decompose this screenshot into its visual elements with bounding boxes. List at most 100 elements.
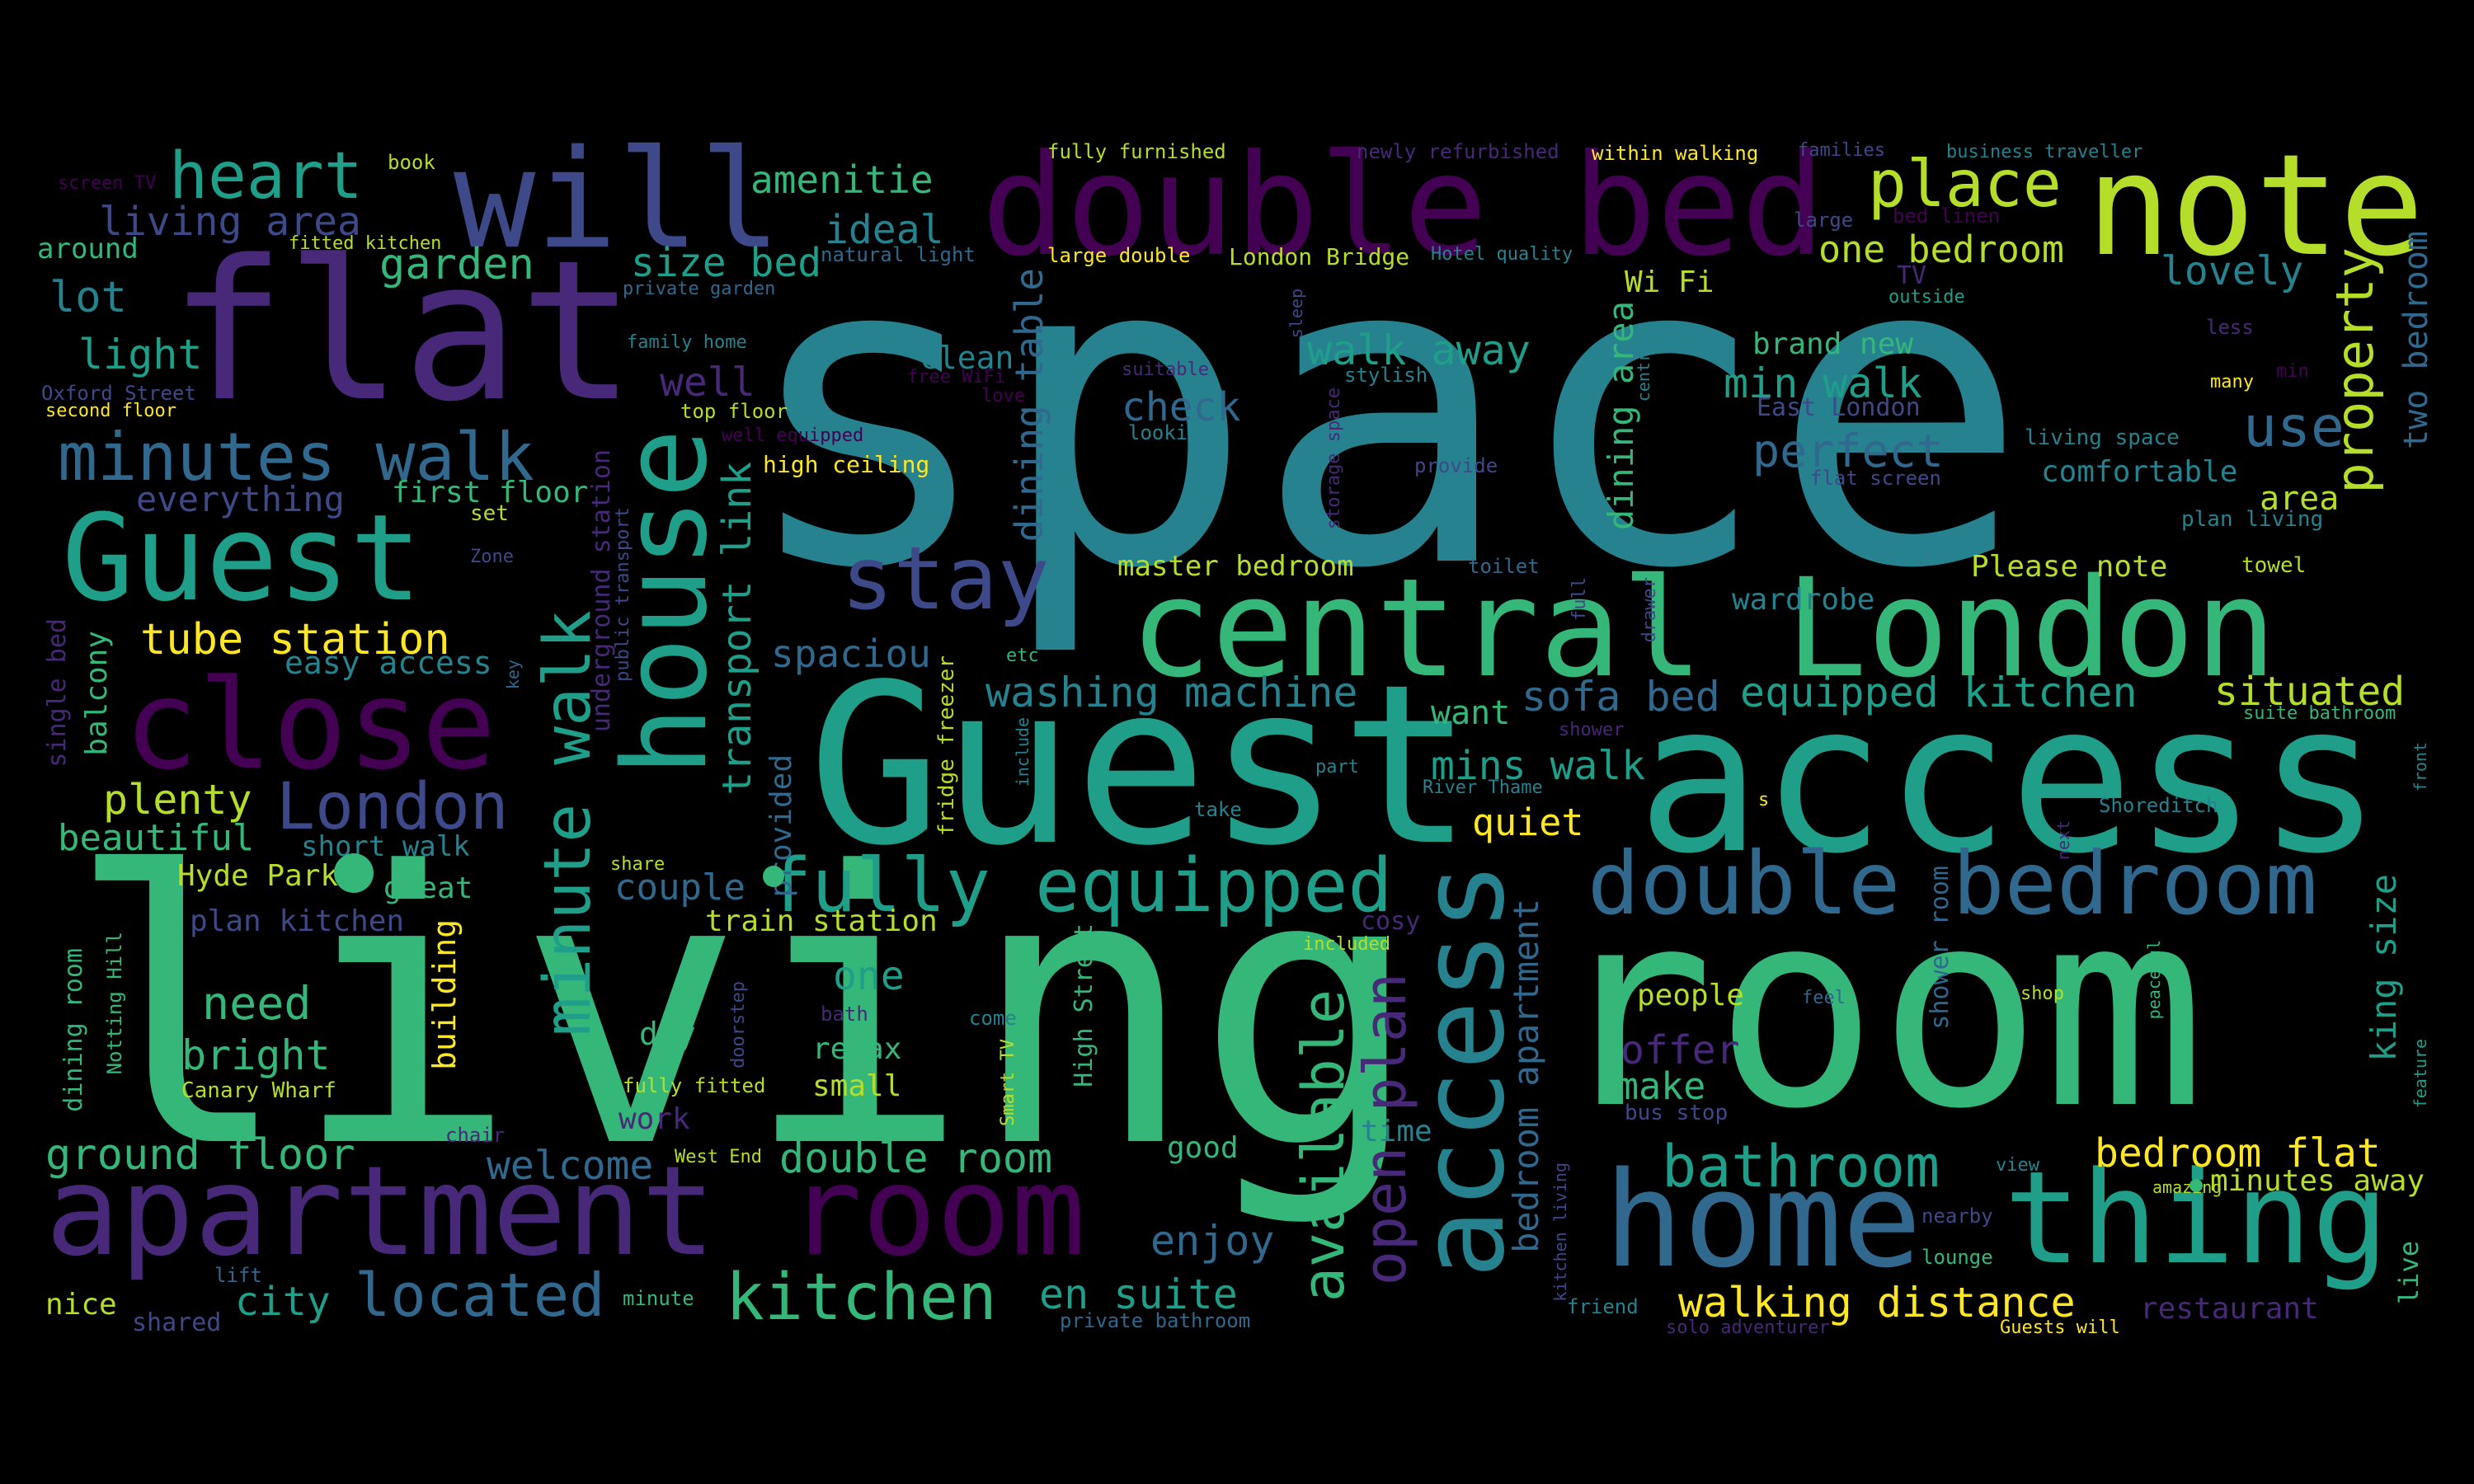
word-garden: garden xyxy=(379,240,534,289)
word-london-bridge: London Bridge xyxy=(1229,243,1410,270)
word-cosy: cosy xyxy=(1361,907,1421,936)
word-note: note xyxy=(2086,124,2425,288)
word-canary-wharf: Canary Wharf xyxy=(181,1078,336,1103)
word-notting-hill: Notting Hill xyxy=(103,932,126,1075)
word-lovely: lovely xyxy=(2161,248,2304,294)
word-comfortable: comfortable xyxy=(2041,455,2238,489)
word-guests-will: Guests will xyxy=(2000,1317,2120,1338)
word-train-station: train station xyxy=(705,904,938,938)
word-london: London xyxy=(276,770,509,844)
word-well-equipped: well equipped xyxy=(722,425,864,446)
word-work: work xyxy=(618,1102,690,1136)
word-tv: TV xyxy=(1897,261,1927,290)
word-chair: chair xyxy=(445,1124,506,1147)
word-part: part xyxy=(1315,757,1359,777)
word-flat-screen: flat screen xyxy=(1810,467,1941,490)
word-share: share xyxy=(610,854,666,875)
word-good: good xyxy=(1167,1131,1239,1165)
word-shop: shop xyxy=(2020,984,2064,1004)
word-newly-refurbished: newly refurbished xyxy=(1357,140,1559,163)
word-great: great xyxy=(383,871,473,905)
word-couple: couple xyxy=(614,866,745,909)
word-dining-room: dining room xyxy=(59,948,88,1112)
word-size-bed: size bed xyxy=(631,240,822,286)
word-nearby: nearby xyxy=(1921,1205,1993,1228)
word-transport-link: transport link xyxy=(714,462,760,796)
word-book: book xyxy=(388,151,435,174)
word-less: less xyxy=(2206,316,2254,339)
word-stay: stay xyxy=(841,528,1050,629)
word-walking-distance: walking distance xyxy=(1678,1279,2076,1327)
word-first-floor: first floor xyxy=(392,476,589,510)
word-underground-station: underground station xyxy=(587,449,616,733)
word-home: home xyxy=(1604,1143,1922,1297)
word-minutes-away: minutes away xyxy=(2210,1164,2425,1198)
word-towel: towel xyxy=(2241,553,2307,578)
word-min: min xyxy=(2276,361,2309,382)
word-looking: looking xyxy=(1128,421,1212,444)
word-will: will xyxy=(454,120,782,279)
word-plenty: plenty xyxy=(103,776,252,824)
word-bright: bright xyxy=(181,1031,331,1079)
word-stylish: stylish xyxy=(1344,364,1428,387)
word-room-2: room xyxy=(788,1140,1086,1284)
word-spaciou: spaciou xyxy=(771,632,931,676)
word-friend: friend xyxy=(1567,1295,1639,1318)
word-s: s xyxy=(1758,790,1770,810)
word-quiet: quiet xyxy=(1472,801,1584,844)
word-hyde-park: Hyde Park xyxy=(177,859,339,893)
word-high-ceiling: high ceiling xyxy=(763,451,930,478)
word-single-bed: single bed xyxy=(43,618,72,768)
word-amenitie: amenitie xyxy=(750,157,934,202)
word-living-space: living space xyxy=(2025,425,2180,450)
word-feel: feel xyxy=(1802,988,1846,1008)
word-minutes-walk: minutes walk xyxy=(58,419,534,495)
word-outside: outside xyxy=(1888,287,1965,308)
word-welcome: welcome xyxy=(487,1143,654,1189)
word-lot: lot xyxy=(49,273,127,322)
word-provide: provide xyxy=(1414,454,1498,477)
word-fridge-freezer: fridge freezer xyxy=(934,655,959,837)
word-within-walking: within walking xyxy=(1592,142,1759,165)
word-drawer: drawer xyxy=(1639,577,1660,643)
word-centre: centre xyxy=(1634,342,1653,402)
word-kitchen-living: kitchen living xyxy=(1550,1162,1570,1302)
word-perfect: perfect xyxy=(1752,425,1944,477)
word-available: available xyxy=(1290,989,1357,1303)
word-toilet: toilet xyxy=(1468,555,1540,578)
word-view: view xyxy=(1996,1155,2039,1176)
word-around: around xyxy=(37,232,139,265)
word-access-2: access xyxy=(1396,862,1531,1279)
word-thing: thing xyxy=(2004,1144,2389,1293)
word-key: key xyxy=(503,660,523,690)
word-ideal: ideal xyxy=(825,207,944,253)
word-master-bedroom: master bedroom xyxy=(1117,550,1354,583)
word-amazing: amazing xyxy=(2152,1177,2222,1197)
word-shower-room: shower room xyxy=(1926,866,1954,1030)
word-living-area: living area xyxy=(99,199,361,245)
word-restaurant: restaurant xyxy=(2140,1292,2319,1326)
dot-mark xyxy=(334,853,374,893)
word-double-bedroom: double bedroom xyxy=(1587,834,2318,934)
word-take: take xyxy=(1194,798,1242,821)
word-live: live xyxy=(2393,1241,2425,1305)
word-west-end: West End xyxy=(675,1147,762,1167)
word-solo-adventurer: solo adventurer xyxy=(1666,1317,1830,1338)
word-front: front xyxy=(2411,742,2430,792)
word-include: include xyxy=(1013,717,1032,787)
word-storage-space: storage space xyxy=(1324,387,1344,530)
word-private-bathroom: private bathroom xyxy=(1060,1309,1251,1332)
word-families: families xyxy=(1798,140,1885,161)
word-bedroom-flat: bedroom flat xyxy=(2095,1130,2381,1176)
word-public-transport: public transport xyxy=(613,507,633,682)
word-need: need xyxy=(202,977,312,1030)
word-easy-access: easy access xyxy=(285,645,492,681)
word-private-garden: private garden xyxy=(623,279,776,299)
word-day: day xyxy=(639,1016,696,1052)
word-wi-fi: Wi Fi xyxy=(1625,265,1714,299)
word-bathroom: bathroom xyxy=(1662,1133,1940,1200)
word-close: close xyxy=(124,654,496,797)
word-family-home: family home xyxy=(627,332,747,353)
word-love: love xyxy=(981,386,1025,406)
